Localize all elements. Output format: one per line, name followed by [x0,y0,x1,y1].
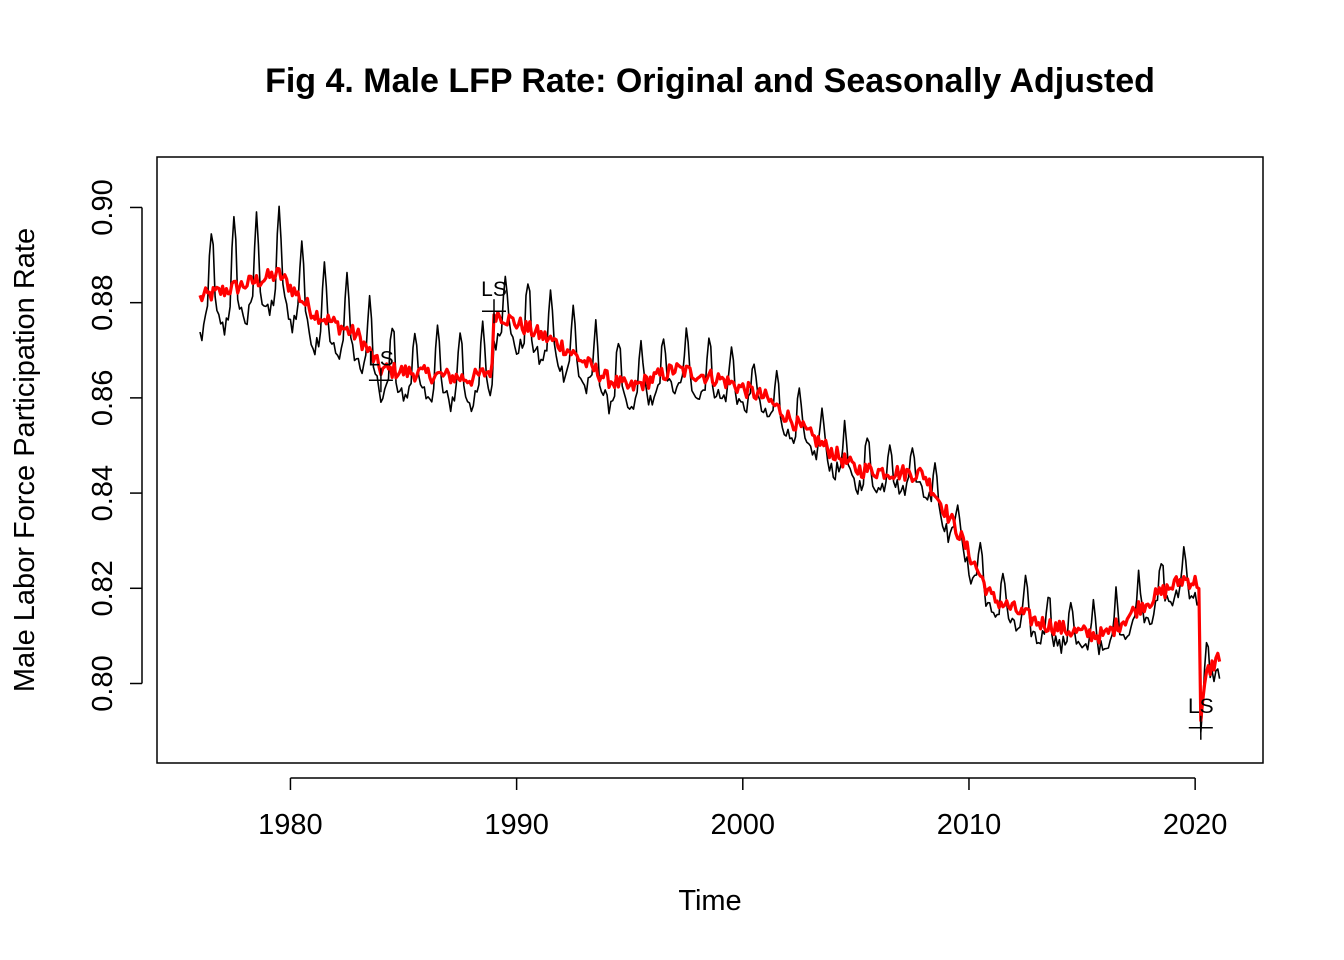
x-axis-label: Time [678,885,741,917]
y-tick-label: 0.88 [87,274,119,330]
series-line-original [200,206,1220,732]
series-layer [200,206,1220,732]
ls-annotation-label: LS [481,278,507,301]
ls-annotation-label: LS [1188,695,1214,718]
plot-frame [157,157,1263,763]
x-tick-label: 2010 [937,809,1002,841]
chart-title: Fig 4. Male LFP Rate: Original and Seaso… [265,62,1155,100]
y-tick-label: 0.82 [87,560,119,616]
x-tick-label: 1980 [258,809,323,841]
x-tick-label: 1990 [484,809,549,841]
y-axis-label: Male Labor Force Participation Rate [9,228,41,692]
y-axis: 0.80 0.82 0.84 0.86 0.88 0.90 [87,179,142,711]
y-tick-label: 0.84 [87,465,119,521]
x-axis: 1980 1990 2000 2010 2020 [258,778,1227,841]
ls-annotation-label: LS [368,347,394,370]
x-tick-label: 2020 [1163,809,1228,841]
x-tick-label: 2000 [711,809,776,841]
y-tick-label: 0.90 [87,179,119,235]
series-line-seasonally-adjusted [200,269,1220,721]
y-tick-label: 0.80 [87,655,119,711]
y-tick-label: 0.86 [87,370,119,426]
